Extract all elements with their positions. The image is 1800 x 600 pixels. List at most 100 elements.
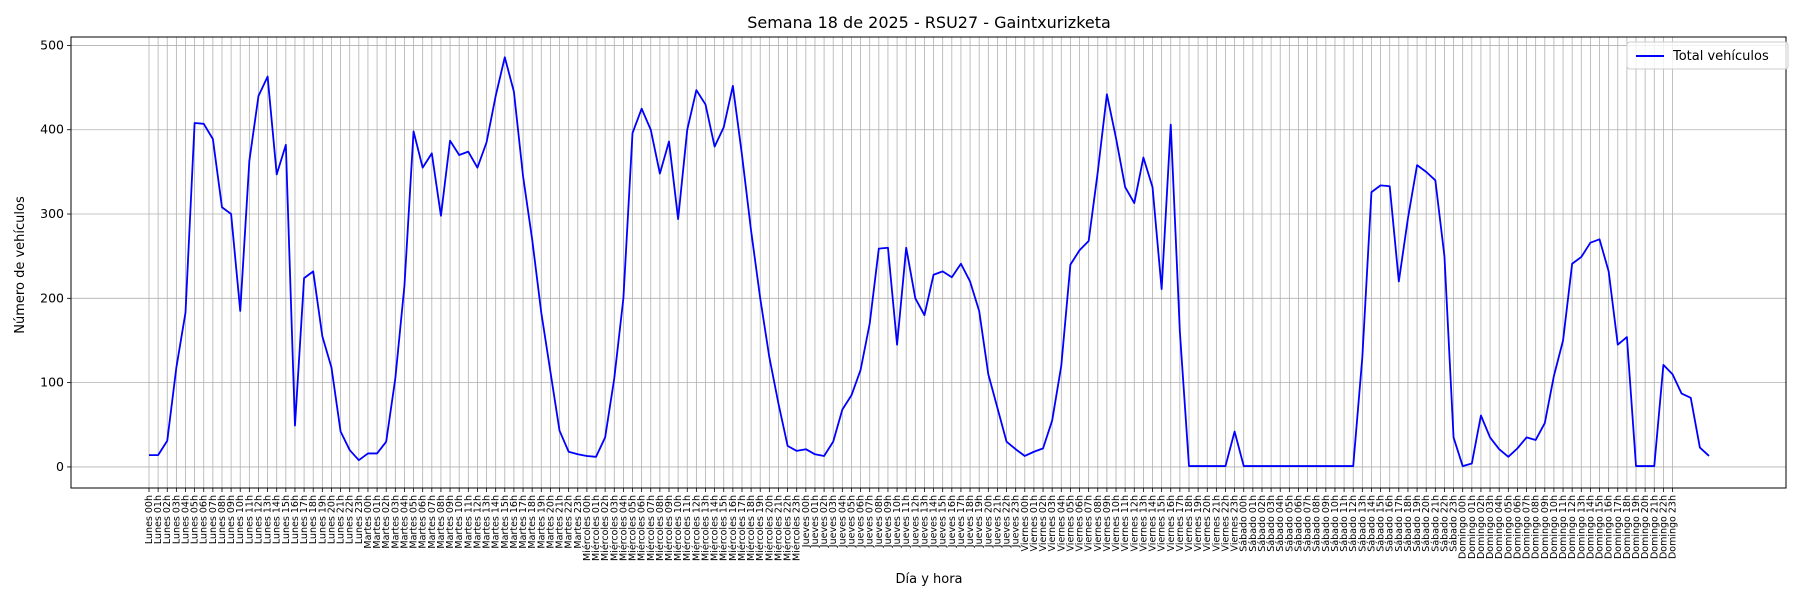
x-tick-label: Viernes 06h: [1075, 495, 1086, 551]
y-tick-label: 400: [40, 122, 64, 137]
x-tick-label: Lunes 11h: [244, 495, 255, 544]
y-tick-label: 100: [40, 375, 64, 390]
x-tick-label: Miércoles 06h: [637, 495, 648, 561]
x-tick-label: Martes 00h: [363, 495, 374, 549]
x-tick-label: Sábado 15h: [1376, 495, 1387, 552]
x-tick-label: Domingo 22h: [1658, 495, 1669, 559]
x-tick-label: Sábado 01h: [1248, 495, 1259, 552]
x-tick-label: Miércoles 02h: [600, 495, 611, 561]
x-tick-label: Jueves 06h: [856, 495, 867, 548]
series-line-total-vehiculos: [149, 56, 1710, 467]
x-tick-label: Viernes 12h: [1129, 495, 1140, 551]
x-tick-label: Sábado 16h: [1385, 495, 1396, 552]
x-tick-label: Jueves 09h: [883, 495, 894, 548]
x-tick-label: Domingo 15h: [1595, 495, 1606, 559]
x-tick-label: Jueves 15h: [938, 495, 949, 548]
x-tick-label: Sábado 04h: [1275, 495, 1286, 552]
x-tick-label: Miércoles 14h: [710, 495, 721, 561]
x-tick-label: Martes 23h: [573, 495, 584, 549]
x-tick-label: Jueves 13h: [919, 495, 930, 548]
x-tick-label: Martes 03h: [390, 495, 401, 549]
x-tick-label: Lunes 23h: [354, 495, 365, 544]
x-tick-label: Martes 12h: [472, 495, 483, 549]
x-tick-label: Lunes 18h: [308, 495, 319, 544]
x-tick-label: Lunes 02h: [162, 495, 173, 544]
x-tick-label: Martes 18h: [527, 495, 538, 549]
x-tick-label: Domingo 16h: [1604, 495, 1615, 559]
x-tick-label: Jueves 21h: [992, 495, 1003, 548]
y-tick-label: 0: [56, 459, 64, 474]
x-tick-label: Miércoles 13h: [700, 495, 711, 561]
x-tick-label: Jueves 17h: [956, 495, 967, 548]
x-tick-label: Lunes 07h: [208, 495, 219, 544]
x-tick-label: Sábado 23h: [1449, 495, 1460, 552]
x-tick-label: Martes 06h: [418, 495, 429, 549]
x-tick-label: Domingo 18h: [1622, 495, 1633, 559]
x-tick-label: Sábado 17h: [1394, 495, 1405, 552]
x-tick-label: Sábado 08h: [1312, 495, 1323, 552]
x-tick-label: Sábado 18h: [1403, 495, 1414, 552]
x-tick-label: Viernes 17h: [1175, 495, 1186, 551]
x-tick-label: Miércoles 03h: [609, 495, 620, 561]
x-tick-label: Jueves 18h: [965, 495, 976, 548]
x-tick-label: Jueves 08h: [874, 495, 885, 548]
x-tick-label: Lunes 01h: [153, 495, 164, 544]
x-tick-label: Sábado 09h: [1321, 495, 1332, 552]
x-tick-label: Domingo 10h: [1549, 495, 1560, 559]
x-tick-label: Miércoles 19h: [755, 495, 766, 561]
x-tick-label: Martes 14h: [491, 495, 502, 549]
x-tick-label: Lunes 16h: [290, 495, 301, 544]
chart-title: Semana 18 de 2025 - RSU27 - Gaintxurizke…: [747, 13, 1111, 32]
x-tick-label: Jueves 22h: [1002, 495, 1013, 548]
y-axis-label: Número de vehículos: [13, 196, 28, 334]
x-tick-label: Sábado 05h: [1284, 495, 1295, 552]
x-tick-label: Martes 17h: [518, 495, 529, 549]
x-tick-label: Martes 08h: [436, 495, 447, 549]
x-tick-label: Jueves 04h: [837, 495, 848, 548]
x-tick-label: Jueves 00h: [801, 495, 812, 548]
x-tick-label: Domingo 11h: [1558, 495, 1569, 559]
x-tick-label: Domingo 21h: [1649, 495, 1660, 559]
y-tick-label: 500: [40, 37, 64, 52]
x-tick-label: Miércoles 22h: [783, 495, 794, 561]
x-tick-label: Viernes 19h: [1193, 495, 1204, 551]
x-tick-label: Miércoles 00h: [582, 495, 593, 561]
x-tick-label: Sábado 13h: [1357, 495, 1368, 552]
x-tick-label: Viernes 23h: [1230, 495, 1241, 551]
x-tick-label: Martes 13h: [482, 495, 493, 549]
x-tick-label: Domingo 02h: [1476, 495, 1487, 559]
x-tick-label: Sábado 10h: [1330, 495, 1341, 552]
x-tick-label: Martes 01h: [372, 495, 383, 549]
x-tick-label: Domingo 20h: [1640, 495, 1651, 559]
x-tick-label: Lunes 04h: [180, 495, 191, 544]
x-tick-label: Jueves 10h: [892, 495, 903, 548]
x-tick-label: Sábado 20h: [1421, 495, 1432, 552]
x-tick-label: Domingo 06h: [1512, 495, 1523, 559]
x-tick-label: Jueves 20h: [983, 495, 994, 548]
horizontal-grid-lines: [71, 45, 1786, 468]
x-tick-label: Martes 22h: [564, 495, 575, 549]
x-tick-label: Miércoles 18h: [746, 495, 757, 561]
x-tick-label: Domingo 07h: [1522, 495, 1533, 559]
x-tick-label: Miércoles 05h: [628, 495, 639, 561]
x-tick-label: Jueves 02h: [819, 495, 830, 548]
x-tick-label: Lunes 21h: [336, 495, 347, 544]
x-tick-label: Viernes 13h: [1138, 495, 1149, 551]
y-tick-label: 300: [40, 206, 64, 221]
x-tick-label: Lunes 15h: [281, 495, 292, 544]
x-tick-label: Martes 04h: [399, 495, 410, 549]
x-tick-label: Martes 10h: [454, 495, 465, 549]
x-tick-label: Sábado 02h: [1257, 495, 1268, 552]
x-tick-label: Domingo 03h: [1485, 495, 1496, 559]
x-tick-label: Jueves 12h: [910, 495, 921, 548]
x-tick-label: Domingo 14h: [1585, 495, 1596, 559]
x-tick-label: Miércoles 21h: [773, 495, 784, 561]
x-tick-label: Lunes 14h: [272, 495, 283, 544]
x-tick-label: Jueves 16h: [947, 495, 958, 548]
x-tick-label: Martes 11h: [463, 495, 474, 549]
x-tick-label: Miércoles 01h: [591, 495, 602, 561]
x-tick-label: Viernes 09h: [1102, 495, 1113, 551]
x-tick-label: Lunes 00h: [144, 495, 155, 544]
x-tick-label: Jueves 01h: [810, 495, 821, 548]
